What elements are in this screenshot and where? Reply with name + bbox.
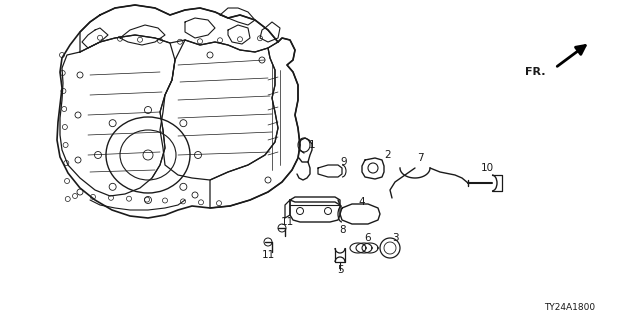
Text: 4: 4 — [358, 197, 365, 207]
Text: 5: 5 — [337, 265, 343, 275]
Text: 11: 11 — [280, 217, 294, 227]
Text: 2: 2 — [385, 150, 391, 160]
Text: 10: 10 — [481, 163, 493, 173]
Text: 6: 6 — [365, 233, 371, 243]
Text: 8: 8 — [340, 225, 346, 235]
Text: TY24A1800: TY24A1800 — [544, 303, 595, 313]
Text: 11: 11 — [261, 250, 275, 260]
Text: 7: 7 — [417, 153, 423, 163]
Text: 9: 9 — [340, 157, 348, 167]
Text: 1: 1 — [308, 140, 316, 150]
Text: FR.: FR. — [525, 67, 545, 77]
Text: 3: 3 — [392, 233, 398, 243]
